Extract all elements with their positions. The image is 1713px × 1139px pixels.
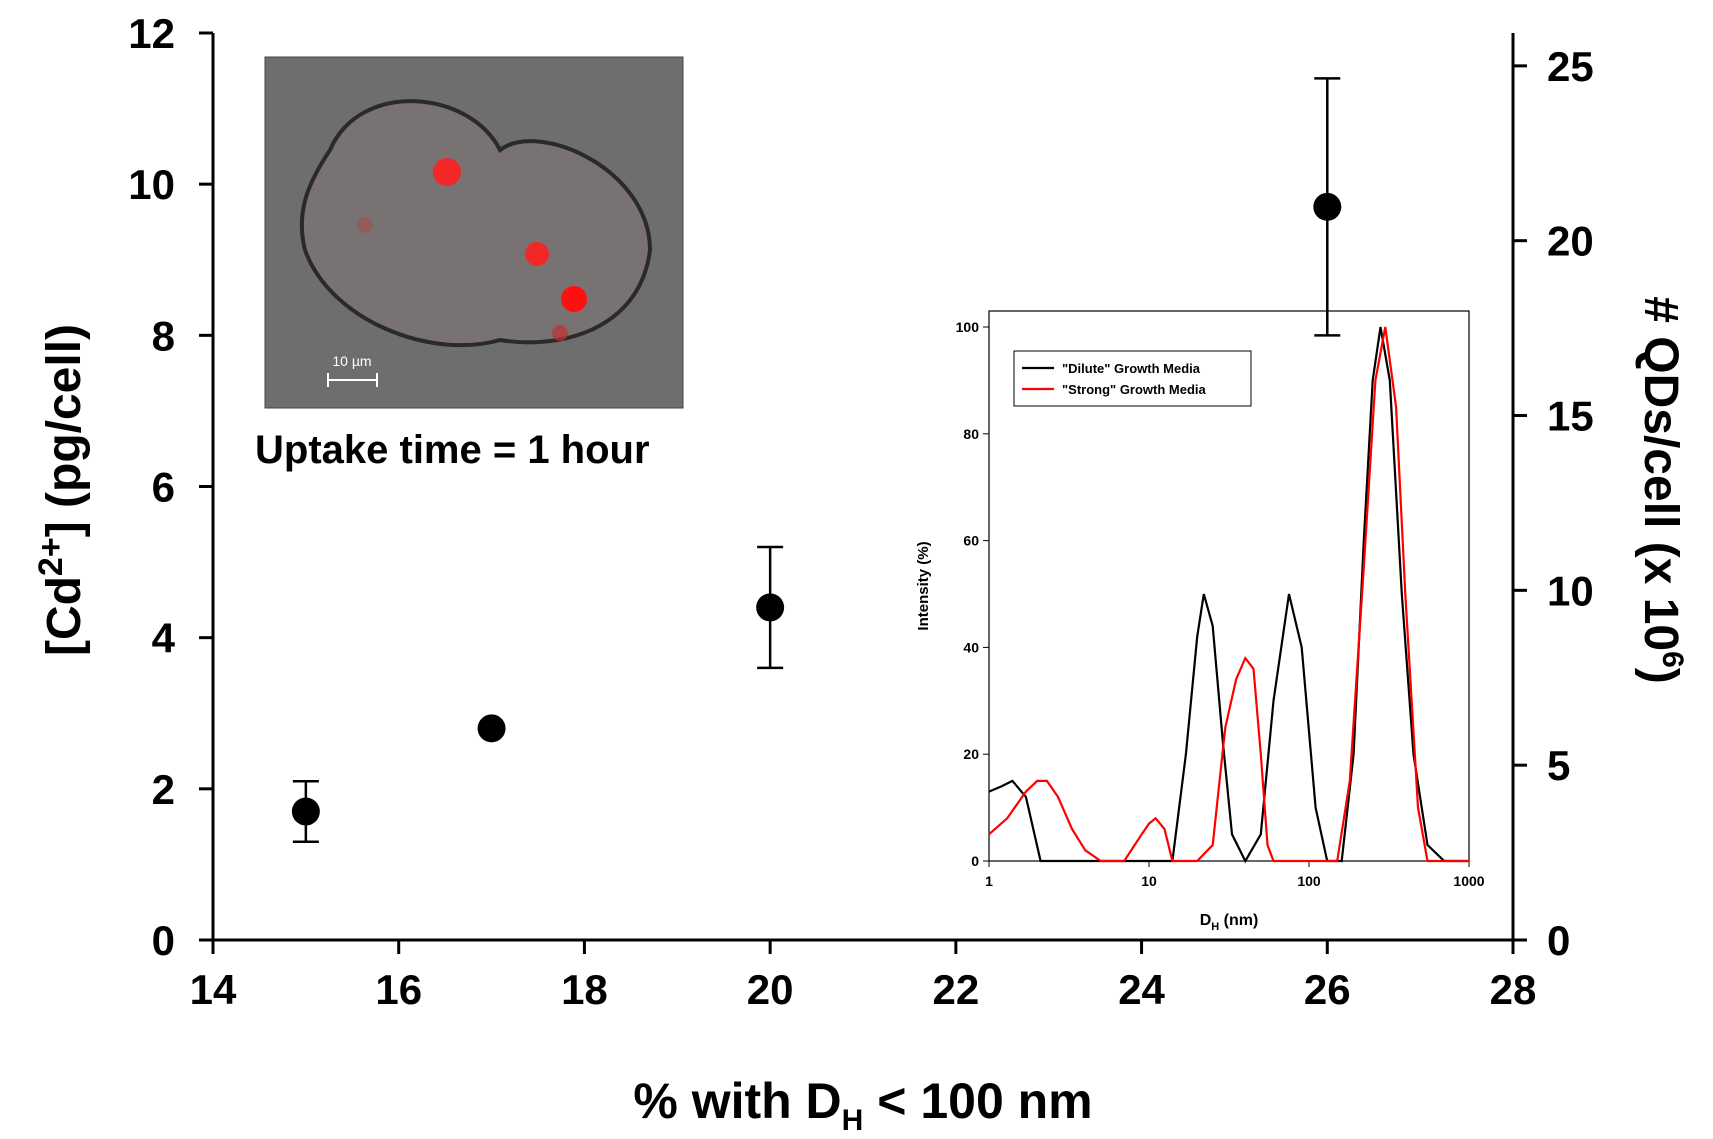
x-label-sub: H [842, 1104, 864, 1134]
x-tick-label: 14 [190, 966, 237, 1013]
y2-tick-label: 20 [1547, 218, 1594, 265]
series-line [988, 326, 1469, 863]
x-tick-label: 28 [1490, 966, 1537, 1013]
series-line [988, 326, 1469, 864]
y-label-main: [Cd [38, 576, 91, 656]
y-axis-label: [Cd2+] (pg/cell) [32, 324, 91, 656]
inset-y-tick-label: 20 [963, 746, 979, 762]
inset-y-tick-label: 80 [963, 426, 979, 442]
y-tick-label: 4 [152, 615, 176, 662]
y-label-rest: ] (pg/cell) [38, 324, 91, 537]
y2-tick-label: 5 [1547, 742, 1570, 789]
legend-label: "Strong" Growth Media [1062, 382, 1207, 397]
y-label-sup: 2+ [32, 537, 70, 576]
point [1313, 192, 1342, 221]
inset-x-main: D [1200, 912, 1212, 929]
inset-y-tick-label: 0 [971, 853, 979, 869]
y-tick-label: 0 [152, 917, 175, 964]
inset-y-label: Intensity (%) [915, 541, 932, 630]
inset-x-sub: H [1211, 921, 1219, 933]
inset-x-tick-label: 100 [1297, 873, 1321, 889]
y-tick-label: 8 [152, 312, 175, 359]
y2-label-sup: 6 [1656, 651, 1689, 668]
inset-x-tick-label: 1000 [1453, 873, 1484, 889]
point [291, 797, 320, 826]
inset-x-rest: (nm) [1219, 912, 1258, 929]
x-label-rest: < 100 nm [863, 1073, 1092, 1129]
inset-x-tick-label: 1 [985, 873, 993, 889]
micrograph: 10 µm [264, 56, 684, 409]
y-tick-label: 10 [128, 161, 175, 208]
y2-tick-label: 25 [1547, 43, 1594, 90]
y2-tick-label: 15 [1547, 393, 1594, 440]
inset-y-tick-label: 40 [963, 639, 979, 655]
inset-x-label: DH (nm) [1200, 912, 1259, 933]
point [756, 593, 785, 622]
x-tick-label: 24 [1118, 966, 1165, 1013]
y2-tick-label: 10 [1547, 567, 1594, 614]
inset-y-tick-label: 60 [963, 533, 979, 549]
inset-y-tick-label: 100 [956, 319, 980, 335]
y2-label-rest: ) [1634, 668, 1687, 684]
x-label-main: % with D [633, 1073, 841, 1129]
x-tick-label: 18 [561, 966, 608, 1013]
legend-box [1013, 350, 1252, 407]
x-tick-label: 20 [747, 966, 794, 1013]
y-tick-label: 2 [152, 766, 175, 813]
x-axis-label: % with DH < 100 nm [633, 1073, 1092, 1134]
x-tick-label: 16 [375, 966, 422, 1013]
y-tick-label: 6 [152, 464, 175, 511]
legend-label: "Dilute" Growth Media [1062, 361, 1201, 376]
inset-frame [988, 310, 1470, 862]
y-tick-label: 12 [128, 10, 175, 57]
y2-tick-label: 0 [1547, 917, 1570, 964]
scale-bar-label: 10 µm [332, 353, 371, 369]
y2-axis-label: # QDs/cell (x 106) [1634, 296, 1689, 684]
point [477, 714, 506, 743]
inset-x-tick-label: 10 [1141, 873, 1157, 889]
annotation: Uptake time = 1 hour [255, 428, 650, 472]
y2-label-main: # QDs/cell (x 10 [1634, 296, 1687, 651]
x-tick-label: 22 [932, 966, 979, 1013]
x-tick-label: 26 [1304, 966, 1351, 1013]
